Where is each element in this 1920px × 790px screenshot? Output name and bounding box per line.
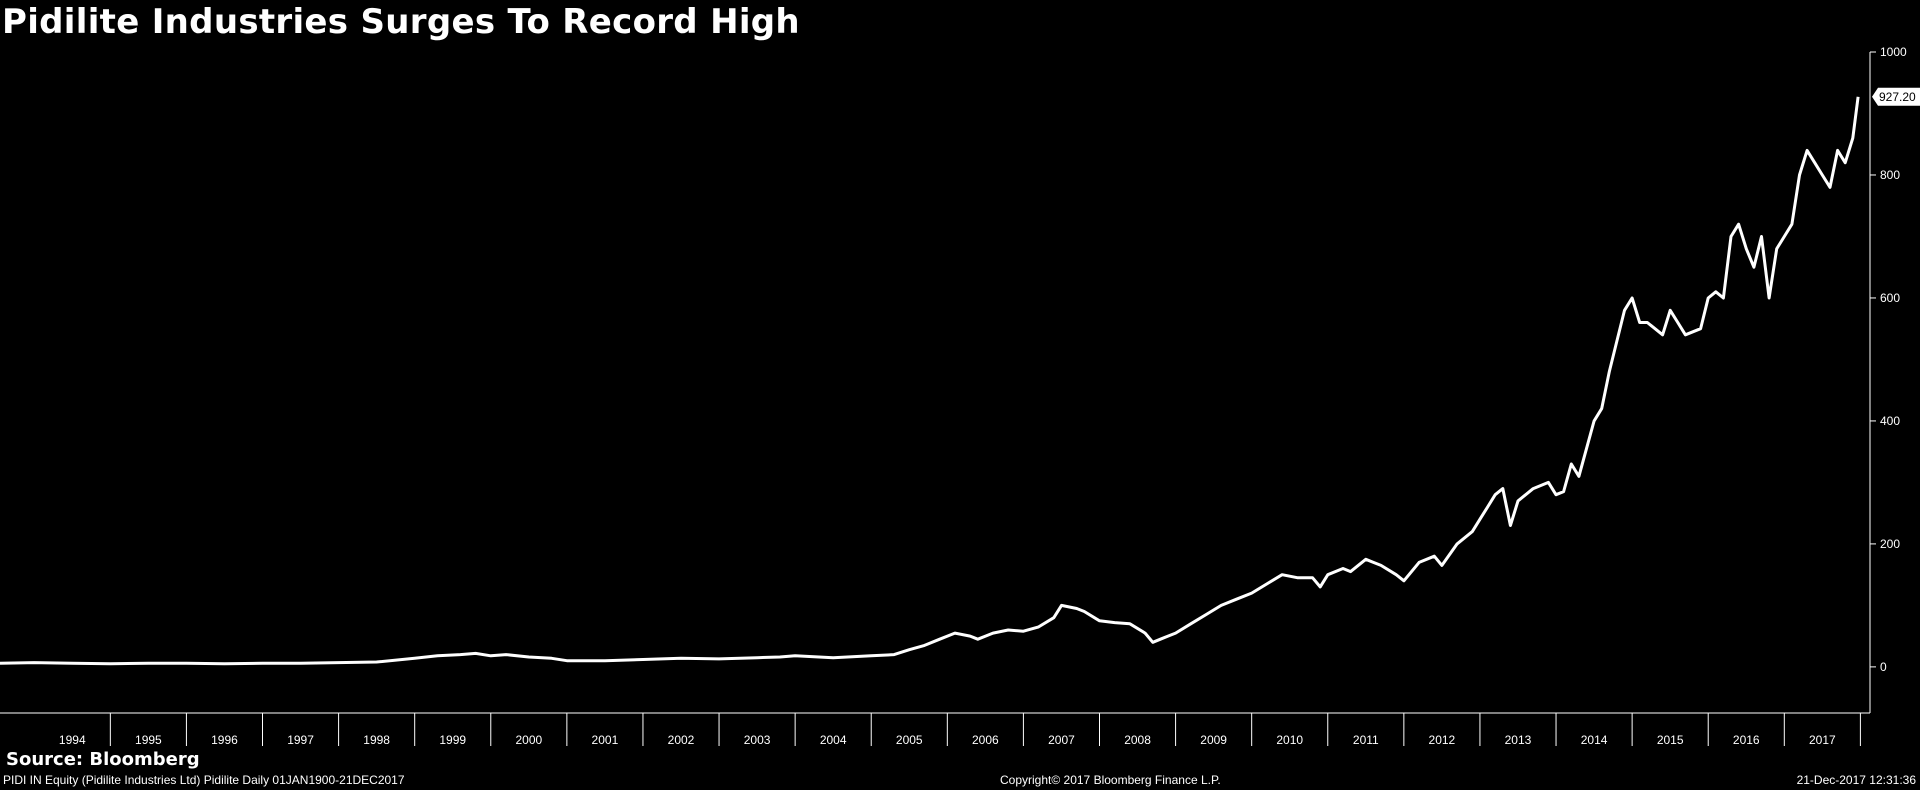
x-tick-label: 2015	[1657, 733, 1684, 747]
x-tick-label: 2013	[1505, 733, 1532, 747]
x-tick-label: 2016	[1733, 733, 1760, 747]
y-tick-label: 200	[1880, 537, 1900, 551]
x-tick-label: 1999	[439, 733, 466, 747]
x-tick-label: 2007	[1048, 733, 1075, 747]
last-value-label: 927.20	[1872, 87, 1920, 106]
x-tick-label: 2014	[1581, 733, 1608, 747]
y-tick-label: 400	[1880, 414, 1900, 428]
last-value-badge	[1872, 87, 1920, 106]
footer-copyright: Copyright© 2017 Bloomberg Finance L.P.	[1000, 773, 1221, 787]
x-tick-label: 2006	[972, 733, 999, 747]
x-tick-label: 2008	[1124, 733, 1151, 747]
x-axis-ticks: 1994 1995 1996 1997 1998 1999 2000 2001 2002 2003…	[59, 713, 1861, 747]
x-tick-label: 2011	[1353, 733, 1379, 747]
price-series-line	[0, 96, 1860, 666]
y-axis-ticks: 0 200 400 600 800 1000	[1870, 45, 1907, 674]
y-tick-label: 1000	[1880, 45, 1907, 59]
last-value-text: 927.20	[1879, 90, 1916, 104]
y-tick-label: 600	[1880, 291, 1900, 305]
x-tick-label: 2003	[744, 733, 771, 747]
x-tick-label: 2009	[1200, 733, 1227, 747]
x-tick-label: 1994	[59, 733, 86, 747]
x-tick-label: 2010	[1276, 733, 1303, 747]
chart-title: Pidilite Industries Surges To Record Hig…	[2, 2, 800, 42]
x-tick-label: 1997	[287, 733, 314, 747]
x-tick-label: 2012	[1429, 733, 1456, 747]
source-note: Source: Bloomberg	[6, 749, 200, 770]
footer-security-info: PIDI IN Equity (Pidilite Industries Ltd)…	[3, 773, 405, 787]
x-tick-label: 2000	[515, 733, 542, 747]
y-tick-label: 0	[1880, 660, 1887, 674]
y-tick-label: 800	[1880, 168, 1900, 182]
x-tick-label: 2004	[820, 733, 847, 747]
footer-timestamp: 21-Dec-2017 12:31:36	[1796, 773, 1916, 787]
x-tick-label: 2001	[592, 733, 619, 747]
x-tick-label: 1995	[135, 733, 162, 747]
x-tick-label: 2002	[668, 733, 695, 747]
x-tick-label: 2017	[1809, 733, 1836, 747]
x-tick-label: 1996	[211, 733, 238, 747]
x-tick-label: 1998	[363, 733, 390, 747]
x-tick-label: 2005	[896, 733, 923, 747]
